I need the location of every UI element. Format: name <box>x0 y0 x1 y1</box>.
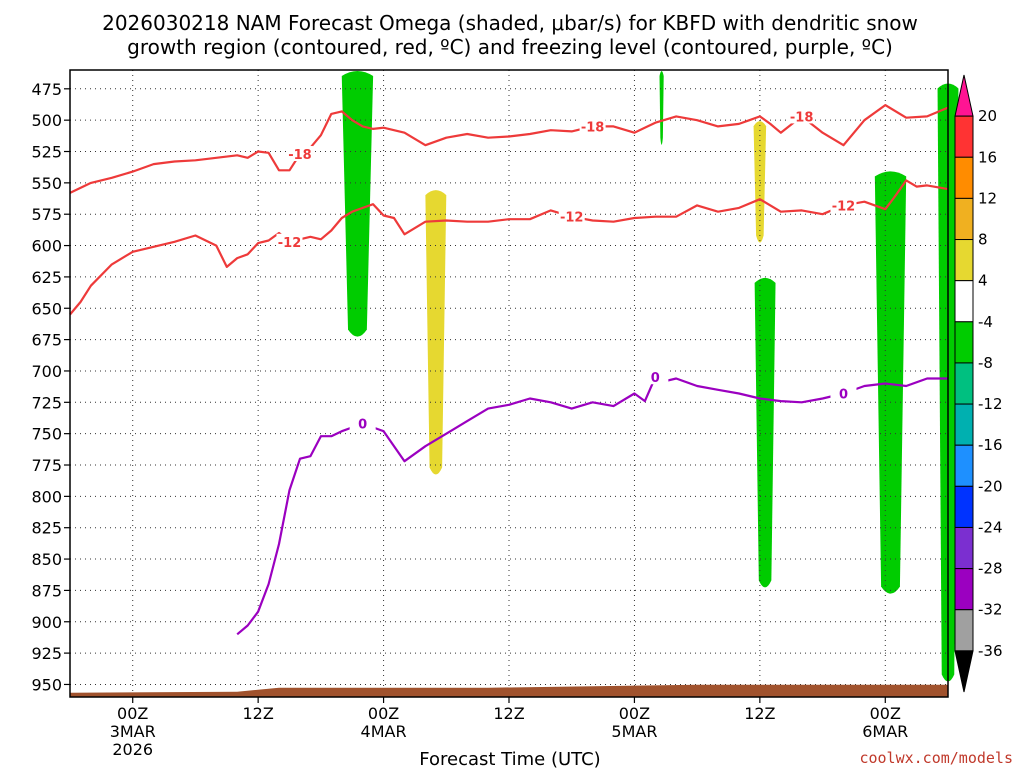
y-tick-label: 800 <box>31 487 62 506</box>
colorbar-label: -16 <box>978 436 1003 454</box>
colorbar-label: -8 <box>978 354 993 372</box>
omega-shaded-region <box>753 121 767 243</box>
colorbar-segment <box>954 197 974 241</box>
omega-shaded-region <box>341 71 374 337</box>
plot-area: -18 -18 -18 -12 -12 -12 0 0 0 <box>69 69 959 698</box>
x-tick-label: 00Z <box>870 704 901 723</box>
contour-label-background <box>286 146 313 162</box>
x-axis-label: Forecast Time (UTC) <box>419 749 600 768</box>
colorbar-label: 4 <box>978 272 988 290</box>
y-tick-label: 750 <box>31 425 62 444</box>
y-tick-label: 925 <box>31 644 62 663</box>
contour-label: -18 <box>581 120 605 135</box>
contour-label-background <box>579 118 606 134</box>
x-tick-label: 12Z <box>744 704 775 723</box>
colorbar-label: 20 <box>978 107 997 125</box>
contour-label: 0 <box>839 388 848 403</box>
y-tick-label: 875 <box>31 581 62 600</box>
y-tick-label: 725 <box>31 393 62 412</box>
colorbar-label: -24 <box>978 518 1003 536</box>
colorbar-label: -32 <box>978 601 1003 619</box>
contour-label: -12 <box>832 199 856 214</box>
y-tick-label: 900 <box>31 613 62 632</box>
contour-label-background <box>788 108 815 124</box>
colorbar-segment <box>954 609 974 652</box>
colorbar: 20 16 12 8 4 -4 -8 -12 -16 -20 -24 -28 -32 -36 <box>954 74 1003 693</box>
x-tick-label: 00Z <box>619 704 650 723</box>
contour-label-background <box>830 197 857 213</box>
y-tick-label: 825 <box>31 519 62 538</box>
colorbar-segment <box>954 115 974 158</box>
contour-label: -18 <box>288 148 312 163</box>
contour-label-background <box>276 233 303 249</box>
credit-text: coolwx.com/models <box>859 749 1013 767</box>
y-tick-label: 850 <box>31 550 62 569</box>
colorbar-label: 8 <box>978 231 988 249</box>
x-tick-label: 4MAR <box>361 722 407 741</box>
y-tick-label: 475 <box>31 80 62 99</box>
y-tick-label: 625 <box>31 268 62 287</box>
y-tick-label: 600 <box>31 237 62 256</box>
colorbar-segment <box>954 403 974 446</box>
y-tick-label: 950 <box>31 675 62 694</box>
y-tick-label: 525 <box>31 143 62 162</box>
contour-line-minus12 <box>69 179 949 316</box>
colorbar-segment <box>954 156 974 199</box>
terrain-fill <box>70 684 948 697</box>
colorbar-bottom-triangle <box>954 650 974 693</box>
colorbar-label: -20 <box>978 477 1003 495</box>
contour-label: 0 <box>358 418 367 433</box>
colorbar-segment <box>954 485 974 528</box>
chart-title-line-2: growth region (contoured, red, ºC) and f… <box>127 35 893 59</box>
colorbar-segment <box>954 362 974 405</box>
colorbar-segment <box>954 321 974 364</box>
x-tick-label: 3MAR <box>110 722 156 741</box>
y-tick-label: 700 <box>31 362 62 381</box>
y-tick-label: 650 <box>31 299 62 318</box>
contour-label-background <box>558 208 585 224</box>
omega-shaded-region <box>425 190 447 475</box>
contour-label-background <box>830 385 857 401</box>
colorbar-segment <box>954 526 974 570</box>
x-tick-label: 12Z <box>493 704 524 723</box>
colorbar-segment <box>954 568 974 611</box>
contour-line-minus18 <box>69 103 949 194</box>
colorbar-segment <box>954 239 974 282</box>
colorbar-label: 12 <box>978 189 997 207</box>
contour-label: 0 <box>651 371 660 386</box>
terrain-band <box>70 684 948 697</box>
x-tick-label: 00Z <box>117 704 148 723</box>
contour-label: -18 <box>790 110 814 125</box>
x-tick-label: 2026 <box>112 740 153 759</box>
chart-title-line-1: 2026030218 NAM Forecast Omega (shaded, μ… <box>102 11 918 35</box>
x-tick-label: 6MAR <box>862 722 908 741</box>
plot-background <box>70 70 948 697</box>
colorbar-label: -4 <box>978 313 993 331</box>
contour-line-0 <box>236 376 948 636</box>
x-tick-label: 5MAR <box>611 722 657 741</box>
y-tick-label: 500 <box>31 111 62 130</box>
y-tick-label: 575 <box>31 205 62 224</box>
contour-label-background <box>642 369 669 385</box>
y-axis-ticks: 475 500 525 550 575 600 625 650 675 700 725 750 775 8… <box>31 80 70 694</box>
contour-label-background <box>349 415 376 431</box>
colorbar-label: -36 <box>978 642 1003 660</box>
y-tick-label: 675 <box>31 331 62 350</box>
colorbar-segment <box>954 444 974 487</box>
colorbar-label: -12 <box>978 395 1003 413</box>
omega-shaded-region <box>659 71 664 145</box>
contour-lines: -18 -18 -18 -12 -12 -12 0 0 0 <box>69 103 949 636</box>
x-tick-label: 00Z <box>368 704 399 723</box>
contour-label: -12 <box>278 236 302 251</box>
y-tick-label: 550 <box>31 174 62 193</box>
colorbar-label: -28 <box>978 560 1003 578</box>
contour-label: -12 <box>560 211 584 226</box>
colorbar-segment <box>954 280 974 323</box>
omega-shaded-region <box>874 171 907 594</box>
x-tick-label: 12Z <box>242 704 273 723</box>
colorbar-label: 16 <box>978 148 997 166</box>
y-tick-label: 775 <box>31 456 62 475</box>
